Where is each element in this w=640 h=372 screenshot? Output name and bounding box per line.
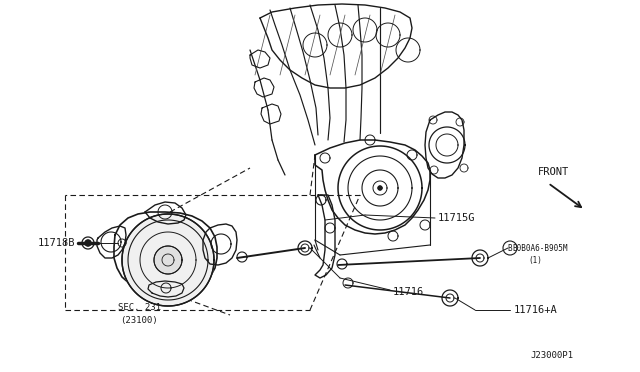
Text: B0B0A6-B905M: B0B0A6-B905M — [512, 244, 568, 253]
Text: SEC. 231: SEC. 231 — [118, 304, 161, 312]
Polygon shape — [122, 214, 214, 306]
Polygon shape — [154, 246, 182, 274]
Text: 11716+A: 11716+A — [514, 305, 557, 315]
Text: (1): (1) — [528, 256, 542, 264]
Text: (23100): (23100) — [120, 315, 157, 324]
Polygon shape — [85, 240, 91, 246]
Text: 11716: 11716 — [393, 287, 424, 297]
Text: 11715G: 11715G — [438, 213, 476, 223]
Text: FRONT: FRONT — [538, 167, 569, 177]
Text: J23000P1: J23000P1 — [530, 350, 573, 359]
Polygon shape — [378, 186, 382, 190]
Text: 11718B: 11718B — [38, 238, 76, 248]
Text: B: B — [508, 244, 512, 253]
